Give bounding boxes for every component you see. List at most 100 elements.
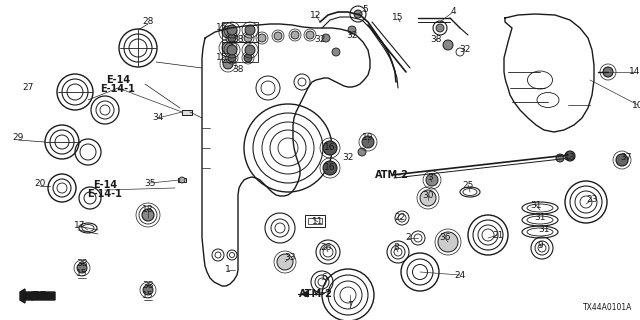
Text: 31: 31: [531, 201, 541, 210]
Circle shape: [556, 154, 564, 162]
Circle shape: [228, 34, 236, 42]
Text: ATM-2: ATM-2: [299, 289, 333, 299]
Text: 15: 15: [216, 53, 228, 62]
Text: 4: 4: [450, 7, 456, 17]
Text: 34: 34: [152, 114, 164, 123]
Text: 25: 25: [462, 180, 474, 189]
Circle shape: [245, 45, 255, 55]
Circle shape: [603, 67, 613, 77]
Text: 13: 13: [564, 154, 576, 163]
Bar: [308, 218, 322, 224]
Text: 30: 30: [422, 190, 434, 199]
Text: E-14: E-14: [93, 180, 117, 190]
Text: E-14-1: E-14-1: [100, 84, 136, 94]
Text: 36: 36: [439, 234, 451, 243]
Circle shape: [348, 26, 356, 34]
Circle shape: [222, 42, 234, 54]
Text: 35: 35: [144, 179, 156, 188]
Text: 28: 28: [142, 18, 154, 27]
Text: E-14: E-14: [106, 75, 130, 85]
Text: 14: 14: [629, 68, 640, 76]
Text: 16: 16: [324, 143, 336, 153]
Text: 32: 32: [314, 36, 326, 44]
Text: 19: 19: [362, 133, 374, 142]
Circle shape: [306, 31, 314, 39]
Circle shape: [77, 263, 87, 273]
Text: 3: 3: [427, 173, 433, 182]
Text: 15: 15: [392, 13, 404, 22]
Text: 38: 38: [76, 259, 88, 268]
Circle shape: [438, 232, 458, 252]
Bar: [222, 42, 258, 62]
Text: 7: 7: [347, 300, 353, 309]
Text: 9: 9: [537, 241, 543, 250]
Text: 12: 12: [310, 11, 322, 20]
Circle shape: [291, 31, 299, 39]
Circle shape: [244, 54, 252, 62]
Circle shape: [358, 148, 366, 156]
Text: 10: 10: [632, 100, 640, 109]
Circle shape: [323, 161, 337, 175]
Text: 33: 33: [284, 253, 296, 262]
Circle shape: [245, 25, 255, 35]
Circle shape: [616, 154, 628, 166]
Text: FR.: FR.: [32, 291, 52, 301]
Bar: [305, 215, 325, 227]
Text: 38: 38: [232, 66, 244, 75]
Text: 27: 27: [22, 84, 34, 92]
Circle shape: [332, 48, 340, 56]
Text: E-14-1: E-14-1: [88, 189, 122, 199]
Text: 6: 6: [321, 274, 327, 283]
Circle shape: [274, 32, 282, 40]
Text: 38: 38: [142, 281, 154, 290]
Text: 29: 29: [12, 133, 24, 142]
Polygon shape: [20, 289, 55, 303]
Text: 15: 15: [142, 292, 154, 300]
Text: 38: 38: [232, 36, 244, 44]
Circle shape: [354, 10, 362, 18]
Text: 32: 32: [346, 30, 358, 39]
Text: 38: 38: [430, 36, 442, 44]
Text: 32: 32: [460, 45, 470, 54]
Text: 22: 22: [394, 213, 406, 222]
Circle shape: [227, 45, 237, 55]
Text: 16: 16: [324, 164, 336, 172]
Text: 8: 8: [393, 244, 399, 252]
Text: 21: 21: [492, 230, 504, 239]
Text: ATM-2: ATM-2: [375, 170, 409, 180]
Text: 37: 37: [620, 154, 632, 163]
Circle shape: [244, 34, 252, 42]
Circle shape: [142, 209, 154, 221]
Text: 20: 20: [35, 179, 45, 188]
Text: 23: 23: [586, 196, 598, 204]
Text: TX44A0101A: TX44A0101A: [583, 303, 633, 313]
Circle shape: [426, 174, 438, 186]
Circle shape: [143, 285, 153, 295]
Text: 31: 31: [534, 213, 546, 222]
Bar: [222, 22, 258, 42]
Circle shape: [362, 136, 374, 148]
Text: 2: 2: [405, 234, 411, 243]
Circle shape: [420, 190, 436, 206]
Text: 15: 15: [76, 269, 88, 278]
Circle shape: [222, 26, 234, 38]
Text: 15: 15: [216, 23, 228, 33]
Circle shape: [323, 141, 337, 155]
Text: 18: 18: [142, 205, 154, 214]
Circle shape: [277, 254, 293, 270]
Circle shape: [227, 25, 237, 35]
Bar: [182, 110, 192, 115]
Circle shape: [258, 34, 266, 42]
Text: 1: 1: [225, 266, 231, 275]
Text: 24: 24: [454, 270, 466, 279]
Text: 31: 31: [538, 226, 550, 235]
Circle shape: [179, 177, 185, 183]
Text: 5: 5: [362, 5, 368, 14]
Text: 17: 17: [74, 220, 86, 229]
Text: 11: 11: [312, 218, 324, 227]
Text: 26: 26: [320, 244, 332, 252]
Text: 32: 32: [342, 154, 354, 163]
Circle shape: [443, 40, 453, 50]
Circle shape: [322, 34, 330, 42]
Circle shape: [223, 59, 233, 69]
